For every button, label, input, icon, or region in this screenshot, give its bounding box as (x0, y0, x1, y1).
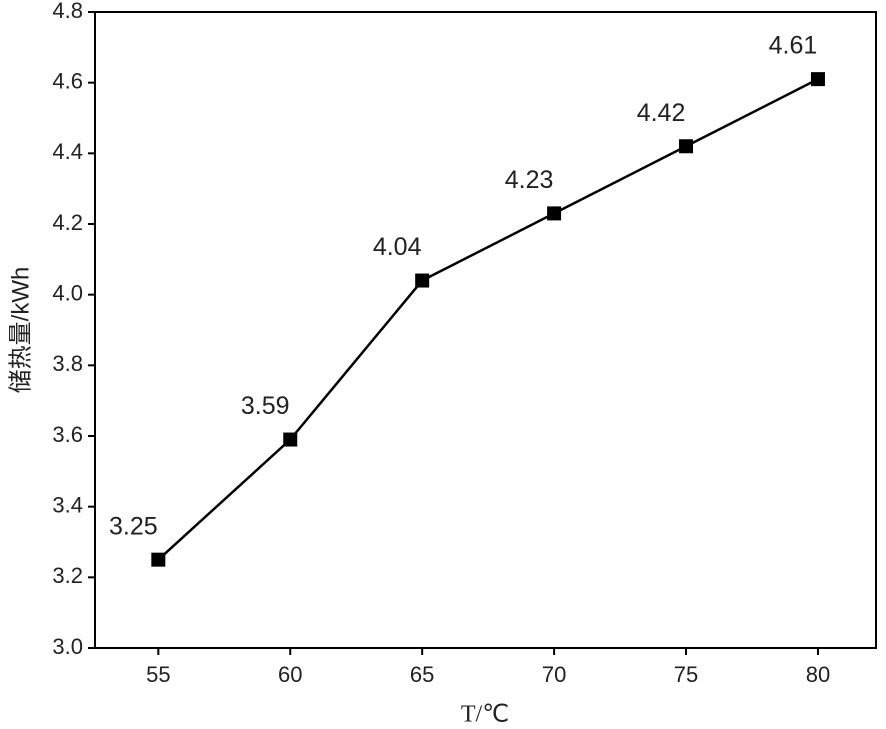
plot-frame (94, 11, 877, 649)
x-tick-label: 75 (674, 662, 698, 687)
y-tick-label: 4.6 (52, 68, 83, 93)
series-line (157, 78, 819, 561)
y-tick-label: 3.0 (52, 634, 83, 659)
data-label: 3.25 (109, 512, 158, 540)
y-tick-label: 3.2 (52, 563, 83, 588)
x-tick-label: 65 (410, 662, 434, 687)
data-label: 3.59 (241, 392, 290, 420)
y-tick-label: 4.8 (52, 0, 83, 23)
marker (283, 432, 298, 447)
marker (810, 72, 825, 87)
y-tick-label: 4.2 (52, 210, 83, 235)
marker (547, 206, 562, 221)
y-axis-label: 储热量/kWh (7, 267, 34, 394)
x-tick-label: 55 (146, 662, 170, 687)
marker (679, 139, 694, 154)
y-tick-label: 3.4 (52, 492, 83, 517)
x-axis-label: T/℃ (461, 702, 509, 728)
data-label: 4.23 (505, 166, 554, 194)
y-tick-label: 4.4 (52, 139, 83, 164)
marker (151, 552, 166, 567)
y-tick-label: 3.8 (52, 351, 83, 376)
data-label: 4.61 (769, 32, 818, 60)
data-label: 4.42 (637, 99, 686, 127)
x-tick-label: 60 (278, 662, 302, 687)
x-tick-label: 80 (806, 662, 830, 687)
y-tick-label: 3.6 (52, 422, 83, 447)
x-tick-label: 70 (542, 662, 566, 687)
y-tick-label: 4.0 (52, 280, 83, 305)
marker (415, 273, 430, 288)
data-label: 4.04 (373, 233, 422, 261)
